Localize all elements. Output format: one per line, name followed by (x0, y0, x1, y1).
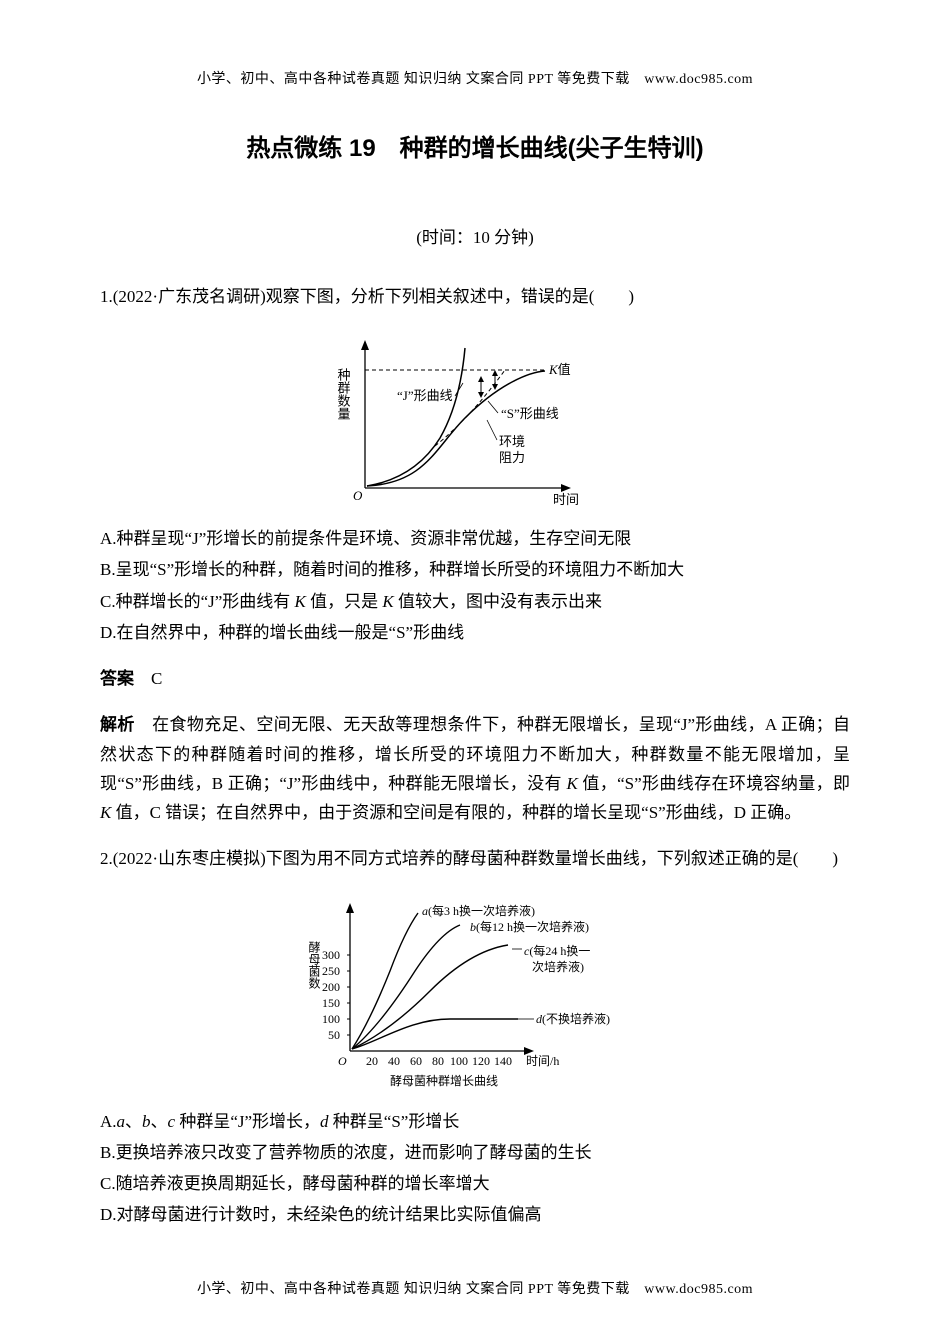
q2-option-a: A.a、b、c 种群呈“J”形增长，d 种群呈“S”形增长 (100, 1107, 850, 1136)
q1-option-a: A.种群呈现“J”形增长的前提条件是环境、资源非常优越，生存空间无限 (100, 524, 850, 553)
svg-text:80: 80 (432, 1054, 444, 1068)
svg-text:140: 140 (494, 1054, 512, 1068)
svg-text:120: 120 (472, 1054, 490, 1068)
fig1-k-suffix: 值 (558, 362, 571, 377)
svg-text:50: 50 (328, 1028, 340, 1042)
svg-text:20: 20 (366, 1054, 378, 1068)
svg-text:100: 100 (322, 1012, 340, 1026)
document-title: 热点微练 19 种群的增长曲线(尖子生特训) (100, 128, 850, 163)
fig2-xlabel: 时间/h (526, 1054, 559, 1068)
q2-option-d: D.对酵母菌进行计数时，未经染色的统计结果比实际值偏高 (100, 1200, 850, 1229)
figure-1: 种群数量 K值 “J”形曲线 “S”形曲线 (305, 328, 645, 518)
q1-options: A.种群呈现“J”形增长的前提条件是环境、资源非常优越，生存空间无限 B.呈现“… (100, 524, 850, 647)
q2-option-c: C.随培养液更换周期延长，酵母菌种群的增长率增大 (100, 1169, 850, 1198)
fig1-xlabel: 时间 (553, 492, 579, 507)
fig1-env2: 阻力 (499, 450, 525, 465)
q2-options: A.a、b、c 种群呈“J”形增长，d 种群呈“S”形增长 B.更换培养液只改变… (100, 1107, 850, 1230)
page-header: 小学、初中、高中各种试卷真题 知识归纳 文案合同 PPT 等免费下载 www.d… (100, 68, 850, 88)
fig2-ylabel: 酵母菌数 (307, 940, 321, 989)
svg-text:a(每3 h换一次培养液): a(每3 h换一次培养液) (422, 903, 535, 918)
question-1: 1.(2022·广东茂名调研)观察下图，分析下列相关叙述中，错误的是( ) 种群… (100, 282, 850, 827)
time-note: (时间：10 分钟) (100, 223, 850, 248)
q2-stem: 2.(2022·山东枣庄模拟)下图为用不同方式培养的酵母菌种群数量增长曲线，下列… (100, 844, 850, 873)
svg-text:60: 60 (410, 1054, 422, 1068)
fig2-yticks: 50 100 150 200 250 300 (322, 948, 350, 1042)
q1-option-b: B.呈现“S”形增长的种群，随着时间的推移，种群增长所受的环境阻力不断加大 (100, 555, 850, 584)
svg-text:次培养液): 次培养液) (532, 959, 584, 974)
q1-stem: 1.(2022·广东茂名调研)观察下图，分析下列相关叙述中，错误的是( ) (100, 282, 850, 311)
q1-option-d: D.在自然界中，种群的增长曲线一般是“S”形曲线 (100, 618, 850, 647)
fig2-title: 酵母菌种群增长曲线 (390, 1074, 498, 1088)
page: 小学、初中、高中各种试卷真题 知识归纳 文案合同 PPT 等免费下载 www.d… (0, 0, 950, 1344)
fig1-ylabel: 种群数量 (336, 368, 351, 420)
q2-option-b: B.更换培养液只改变了营养物质的浓度，进而影响了酵母菌的生长 (100, 1138, 850, 1167)
svg-text:100: 100 (450, 1054, 468, 1068)
svg-text:d(不换培养液): d(不换培养液) (536, 1011, 610, 1026)
fig2-origin: O (338, 1054, 347, 1068)
fig1-env1: 环境 (499, 434, 525, 449)
question-2: 2.(2022·山东枣庄模拟)下图为用不同方式培养的酵母菌种群数量增长曲线，下列… (100, 844, 850, 1229)
svg-text:300: 300 (322, 948, 340, 962)
fig1-origin: O (353, 488, 363, 503)
svg-text:b(每12 h换一次培养液): b(每12 h换一次培养液) (470, 919, 589, 934)
svg-text:200: 200 (322, 980, 340, 994)
fig1-j-label: “J”形曲线 (397, 388, 453, 403)
fig1-s-label: “S”形曲线 (501, 406, 559, 421)
svg-text:150: 150 (322, 996, 340, 1010)
svg-text:40: 40 (388, 1054, 400, 1068)
svg-text:c(每24 h换一: c(每24 h换一 (524, 943, 590, 958)
page-footer: 小学、初中、高中各种试卷真题 知识归纳 文案合同 PPT 等免费下载 www.d… (0, 1278, 950, 1298)
q1-option-c: C.种群增长的“J”形曲线有 K 值，只是 K 值较大，图中没有表示出来 (100, 587, 850, 616)
svg-text:250: 250 (322, 964, 340, 978)
q1-answer: 答案 C (100, 664, 850, 693)
figure-2: 酵母菌数 50 100 150 200 250 300 (260, 891, 690, 1101)
q1-explanation: 解析 在食物充足、空间无限、无天敌等理想条件下，种群无限增长，呈现“J”形曲线，… (100, 710, 850, 827)
svg-text:K值: K值 (548, 362, 571, 377)
fig2-xticks: 20 40 60 80 100 120 140 (366, 1054, 512, 1068)
